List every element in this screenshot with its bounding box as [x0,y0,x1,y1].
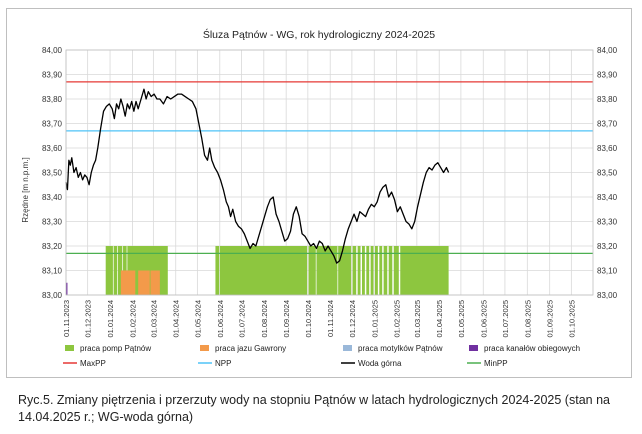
y-tick-label-right: 83,60 [597,144,618,153]
x-tick-label: 01.04.2024 [172,300,181,338]
x-tick-label: 01.01.2025 [370,300,379,338]
bar-0 [393,246,399,295]
y-tick-label-right: 83,70 [597,120,618,129]
legend-label: praca motylków Pątnów [358,344,443,353]
bar-3 [66,282,68,295]
legend-label: NPP [215,359,231,368]
bar-1 [120,270,136,295]
x-tick-label: 01.04.2025 [435,300,444,338]
y-tick-label-left: 83,10 [42,267,63,276]
y-tick-label-left: 84,00 [42,46,63,55]
bar-0 [374,246,378,295]
legend-label: praca pomp Pątnów [80,344,151,353]
plot-area-border [65,49,594,296]
bar-0 [316,246,338,295]
x-tick-label: 01.09.2024 [282,300,291,338]
bar-1 [150,270,160,295]
bar-1 [138,270,150,295]
bar-0 [361,246,365,295]
legend-label: MaxPP [80,359,106,368]
y-tick-label-right: 83,20 [597,242,618,251]
bar-0 [357,246,361,295]
legend-swatch-3 [469,345,478,351]
bar-0 [400,246,449,295]
y-tick-label-left: 83,30 [42,218,63,227]
x-tick-label: 01.07.2025 [501,300,510,338]
bar-0 [366,246,370,295]
y-tick-label-right: 83,00 [597,291,618,300]
legend-label: praca kanałów obiegowych [484,344,580,353]
y-tick-label-right: 83,90 [597,71,618,80]
legend-label: MinPP [484,359,508,368]
bar-0 [388,246,393,295]
x-tick-label: 01.06.2024 [216,300,225,338]
legend-swatch-0 [65,345,74,351]
bar-0 [308,246,316,295]
figure-caption: Ryc.5. Zmiany piętrzenia i przerzuty wod… [18,393,610,424]
x-tick-label: 01.06.2025 [479,300,488,338]
bar-0 [105,246,113,295]
y-tick-label-left: 83,20 [42,242,63,251]
x-tick-label: 01.05.2024 [193,300,202,338]
legend-swatch-1 [200,345,209,351]
y-tick-label-left: 83,90 [42,71,63,80]
x-tick-label: 01.12.2024 [348,300,357,338]
bars-layer [66,246,449,295]
x-tick-label: 01.11.2024 [326,300,335,337]
x-tick-label: 01.02.2025 [393,300,402,338]
y-axis-label: Rzędne [m n.p.m.] [21,157,30,222]
legend: praca pomp Pątnów praca jazu Gawrony praca… [63,344,580,368]
axis-layer: 83,00 83,00 83,10 83,10 83,20 83,20 83,30 83,30… [42,46,618,338]
water-level-layer [65,88,450,264]
x-tick-label: 01.05.2025 [457,300,466,338]
x-tick-label: 01.12.2023 [84,300,93,338]
y-tick-label-left: 83,70 [42,120,63,129]
bar-0 [215,246,220,295]
y-tick-label-right: 83,30 [597,218,618,227]
y-tick-label-right: 83,50 [597,169,618,178]
bar-0 [113,246,118,295]
y-tick-label-right: 83,10 [597,267,618,276]
y-tick-label-right: 83,40 [597,193,618,202]
y-tick-label-left: 83,50 [42,169,63,178]
bar-0 [379,246,383,295]
x-tick-label: 01.09.2025 [546,300,555,338]
legend-label: praca jazu Gawrony [215,344,286,353]
x-tick-label: 01.10.2025 [567,300,576,338]
y-tick-label-left: 83,00 [42,291,63,300]
x-tick-label: 01.01.2024 [106,300,115,338]
y-tick-label-right: 83,80 [597,95,618,104]
x-tick-label: 01.08.2024 [260,300,269,338]
x-tick-label: 01.10.2024 [304,300,313,338]
bar-0 [219,246,308,295]
chart-svg: Śluza Pątnów - WG, rok hydrologiczny 202… [21,28,618,368]
y-tick-label-right: 84,00 [597,46,618,55]
bar-0 [338,246,352,295]
legend-label: Woda górna [358,359,402,368]
x-tick-label: 01.07.2024 [237,300,246,338]
x-tick-label: 01.02.2024 [128,300,137,338]
y-tick-label-left: 83,60 [42,144,63,153]
chart-frame: Śluza Pątnów - WG, rok hydrologiczny 202… [6,8,632,378]
x-tick-label: 01.11.2023 [62,300,71,337]
bar-0 [383,246,388,295]
x-tick-label: 01.03.2024 [149,300,158,338]
bar-0 [117,246,123,295]
x-tick-label: 01.03.2025 [413,300,422,338]
y-tick-label-left: 83,80 [42,95,63,104]
water-level-line [65,88,450,264]
legend-swatch-2 [343,345,352,351]
y-tick-label-left: 83,40 [42,193,63,202]
bar-0 [352,246,357,295]
x-tick-label: 01.08.2025 [523,300,532,338]
reference-lines-layer [66,81,593,255]
bar-0 [370,246,374,295]
chart-title: Śluza Pątnów - WG, rok hydrologiczny 202… [203,28,435,41]
